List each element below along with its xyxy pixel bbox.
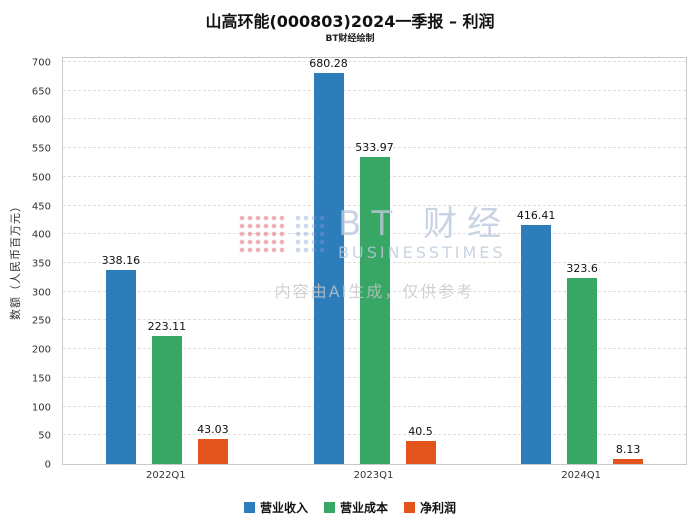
y-axis: 0 50 100 150 200 250 300 350 400 450 500 550 600 650 7…	[0, 57, 57, 471]
bar-value-label: 680.28	[309, 57, 348, 71]
legend-item: 营业成本	[323, 499, 388, 516]
y-tick-label: 200	[31, 344, 51, 356]
y-tick-label: 100	[31, 402, 51, 414]
y-tick-label: 0	[44, 459, 51, 471]
y-tick-label: 650	[31, 86, 51, 98]
bar	[405, 440, 436, 464]
x-tick-label: 2022Q1	[145, 470, 186, 481]
bar	[313, 73, 344, 464]
legend-item: 营业收入	[243, 499, 308, 516]
y-tick-label: 350	[31, 258, 51, 270]
y-tick-label: 500	[31, 172, 51, 184]
y-tick-label: 450	[31, 201, 51, 213]
gridline	[63, 147, 686, 149]
legend: 营业收入 营业成本 净利润	[0, 499, 700, 516]
plot-area: BT 财经 BUSINESSTIMES 内容由AI生成，仅供参考 338.16 2…	[62, 57, 687, 465]
bar	[359, 157, 390, 464]
y-tick-label: 250	[31, 315, 51, 327]
bar	[197, 439, 228, 464]
chart-subtitle: BT财经绘制	[325, 34, 375, 44]
legend-label: 营业收入	[259, 501, 308, 515]
legend-swatch	[243, 502, 255, 513]
x-tick-label: 2024Q1	[561, 470, 601, 481]
y-tick-label: 550	[31, 143, 51, 155]
x-tick-label: 2023Q1	[353, 470, 394, 481]
y-tick-label: 50	[38, 430, 51, 442]
bar-value-label: 533.97	[355, 141, 394, 155]
bar-value-label: 338.16	[101, 253, 141, 267]
bar-value-label: 8.13	[615, 443, 641, 457]
legend-swatch	[404, 502, 415, 513]
chart-title: 山高环能(000803)2024一季报 – 利润	[205, 12, 495, 31]
y-tick-label: 150	[31, 373, 51, 385]
legend-label: 营业成本	[339, 501, 388, 515]
bar-value-label: 40.5	[408, 424, 433, 438]
gridline	[63, 89, 686, 91]
bar-value-label: 323.6	[566, 262, 598, 276]
bar	[521, 224, 552, 464]
y-tick-label: 600	[31, 114, 51, 126]
bar	[613, 459, 644, 464]
legend-item: 净利润	[404, 499, 456, 516]
bar-value-label: 43.03	[197, 423, 229, 437]
gridline	[63, 61, 686, 62]
bar-value-label: 416.41	[516, 208, 556, 222]
bar	[151, 335, 182, 464]
gridline	[63, 118, 686, 120]
y-tick-label: 700	[31, 57, 51, 69]
x-axis: 2022Q1 2023Q1 2024Q1	[62, 470, 687, 486]
y-tick-label: 300	[31, 287, 51, 299]
y-tick-label: 400	[31, 229, 51, 241]
bar-value-label: 223.11	[147, 319, 187, 333]
bar	[105, 269, 136, 464]
legend-swatch	[323, 502, 335, 513]
legend-label: 净利润	[420, 501, 457, 515]
bar	[567, 278, 598, 464]
